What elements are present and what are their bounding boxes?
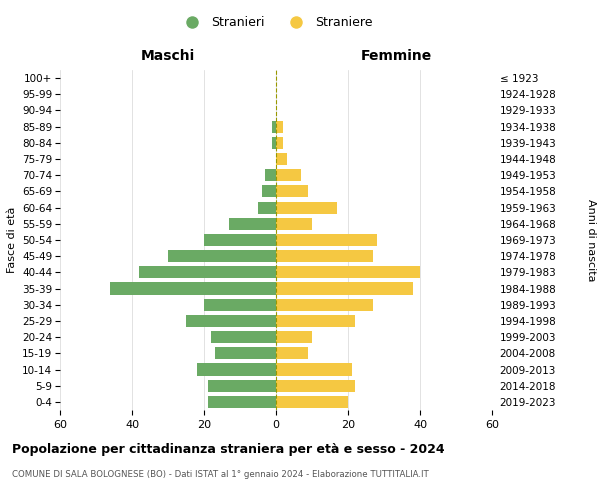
- Bar: [276, 218, 312, 230]
- Bar: [215, 348, 276, 360]
- Bar: [276, 153, 287, 165]
- Bar: [211, 331, 276, 343]
- Bar: [276, 266, 420, 278]
- Bar: [262, 186, 276, 198]
- Bar: [276, 396, 348, 408]
- Bar: [276, 186, 308, 198]
- Text: Maschi: Maschi: [141, 48, 195, 62]
- Bar: [276, 250, 373, 262]
- Text: Femmine: Femmine: [361, 48, 431, 62]
- Text: Popolazione per cittadinanza straniera per età e sesso - 2024: Popolazione per cittadinanza straniera p…: [12, 442, 445, 456]
- Bar: [276, 282, 413, 294]
- Bar: [276, 120, 283, 132]
- Bar: [197, 364, 276, 376]
- Bar: [265, 169, 276, 181]
- Bar: [229, 218, 276, 230]
- Bar: [204, 234, 276, 246]
- Bar: [272, 137, 276, 149]
- Bar: [139, 266, 276, 278]
- Bar: [168, 250, 276, 262]
- Text: Fasce di età: Fasce di età: [7, 207, 17, 273]
- Bar: [276, 137, 283, 149]
- Bar: [276, 298, 373, 311]
- Bar: [204, 298, 276, 311]
- Bar: [276, 234, 377, 246]
- Bar: [276, 202, 337, 213]
- Bar: [276, 364, 352, 376]
- Legend: Stranieri, Straniere: Stranieri, Straniere: [175, 11, 377, 34]
- Text: COMUNE DI SALA BOLOGNESE (BO) - Dati ISTAT al 1° gennaio 2024 - Elaborazione TUT: COMUNE DI SALA BOLOGNESE (BO) - Dati IST…: [12, 470, 429, 479]
- Bar: [208, 396, 276, 408]
- Bar: [276, 380, 355, 392]
- Bar: [110, 282, 276, 294]
- Bar: [276, 331, 312, 343]
- Bar: [258, 202, 276, 213]
- Bar: [276, 169, 301, 181]
- Bar: [276, 315, 355, 327]
- Bar: [276, 348, 308, 360]
- Bar: [208, 380, 276, 392]
- Text: Anni di nascita: Anni di nascita: [586, 198, 596, 281]
- Bar: [272, 120, 276, 132]
- Bar: [186, 315, 276, 327]
